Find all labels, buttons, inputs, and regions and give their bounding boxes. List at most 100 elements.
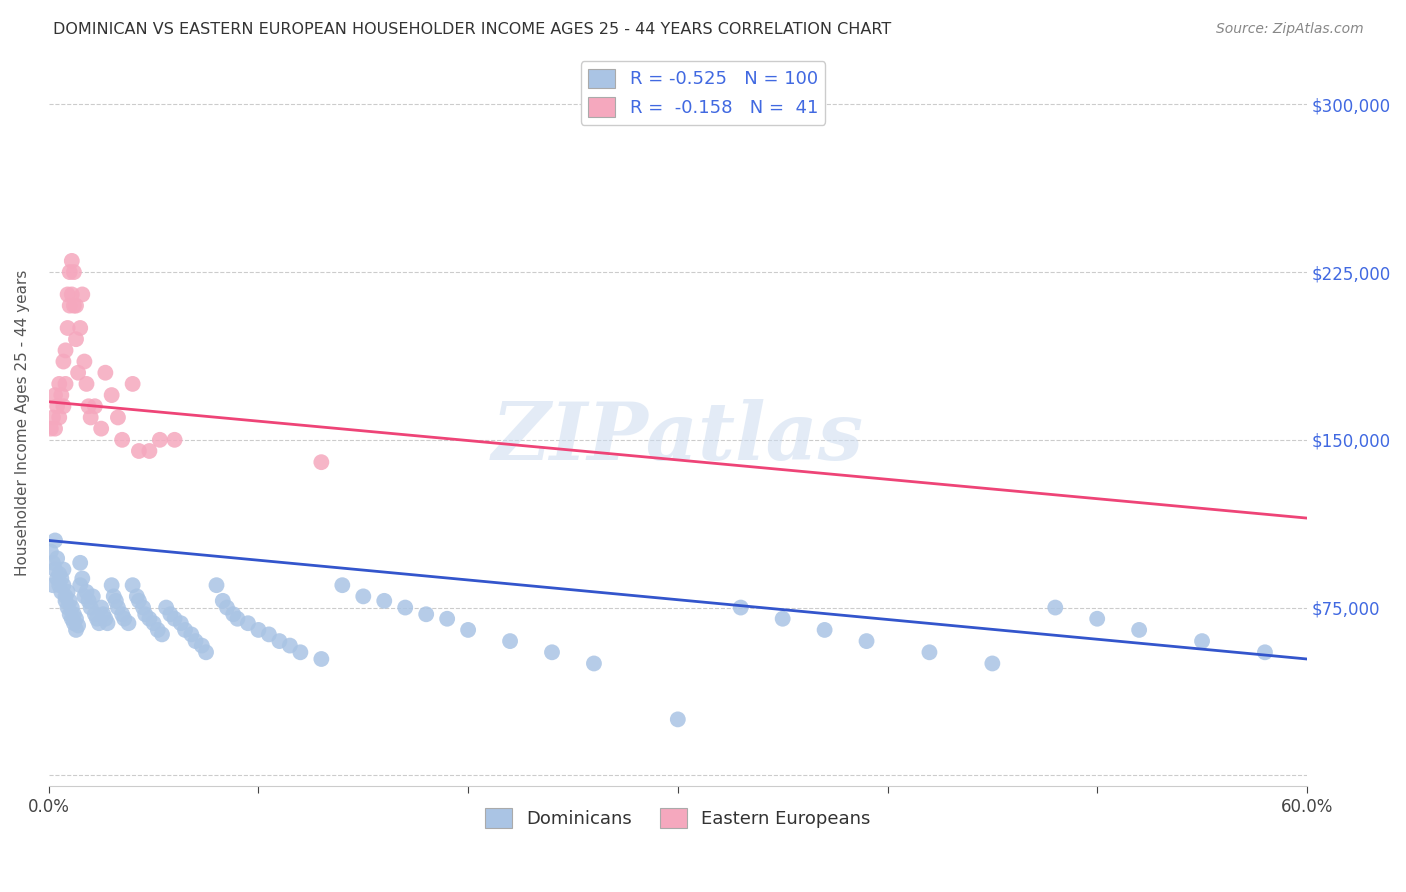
Point: [67, 366, 90, 380]
Point: [39, 544, 62, 558]
Y-axis label: Householder Income Ages 25 - 44 years: Householder Income Ages 25 - 44 years: [15, 270, 30, 576]
Text: DOMINICAN VS EASTERN EUROPEAN HOUSEHOLDER INCOME AGES 25 - 44 YEARS CORRELATION : DOMINICAN VS EASTERN EUROPEAN HOUSEHOLDE…: [53, 22, 891, 37]
Point: [60, 253, 83, 268]
Point: [42, 410, 65, 425]
Point: [87, 616, 110, 631]
Point: [666, 712, 689, 726]
Point: [330, 578, 353, 592]
Point: [44, 388, 66, 402]
Point: [51, 572, 73, 586]
Point: [55, 376, 77, 391]
Point: [55, 590, 77, 604]
Point: [269, 634, 291, 648]
Point: [44, 422, 66, 436]
Point: [63, 616, 86, 631]
Point: [499, 634, 522, 648]
Point: [59, 299, 82, 313]
Point: [72, 572, 94, 586]
Point: [90, 422, 112, 436]
Point: [149, 433, 172, 447]
Point: [582, 657, 605, 671]
Point: [257, 627, 280, 641]
Point: [55, 343, 77, 358]
Point: [52, 399, 75, 413]
Point: [83, 399, 105, 413]
Point: [44, 562, 66, 576]
Point: [63, 265, 86, 279]
Point: [813, 623, 835, 637]
Point: [80, 410, 103, 425]
Point: [69, 556, 91, 570]
Point: [56, 585, 79, 599]
Point: [222, 607, 245, 622]
Point: [155, 600, 177, 615]
Point: [42, 556, 65, 570]
Point: [56, 321, 79, 335]
Point: [48, 376, 70, 391]
Point: [163, 612, 186, 626]
Point: [195, 645, 218, 659]
Point: [128, 594, 150, 608]
Point: [94, 612, 117, 626]
Point: [163, 433, 186, 447]
Point: [191, 639, 214, 653]
Point: [290, 645, 312, 659]
Point: [125, 590, 148, 604]
Point: [82, 590, 104, 604]
Point: [436, 612, 458, 626]
Point: [44, 533, 66, 548]
Point: [69, 321, 91, 335]
Point: [1254, 645, 1277, 659]
Point: [48, 410, 70, 425]
Point: [159, 607, 181, 622]
Point: [46, 399, 69, 413]
Point: [247, 623, 270, 637]
Point: [48, 578, 70, 592]
Point: [457, 623, 479, 637]
Point: [77, 594, 100, 608]
Point: [100, 578, 122, 592]
Point: [184, 634, 207, 648]
Point: [132, 600, 155, 615]
Point: [150, 627, 173, 641]
Point: [52, 578, 75, 592]
Point: [60, 287, 83, 301]
Point: [311, 455, 333, 469]
Point: [72, 287, 94, 301]
Point: [59, 607, 82, 622]
Point: [121, 376, 143, 391]
Point: [170, 616, 193, 631]
Point: [65, 332, 87, 346]
Point: [415, 607, 437, 622]
Legend: Dominicans, Eastern Europeans: Dominicans, Eastern Europeans: [478, 801, 877, 836]
Point: [46, 572, 69, 586]
Point: [394, 600, 416, 615]
Point: [104, 594, 127, 608]
Point: [112, 612, 135, 626]
Point: [211, 594, 233, 608]
Point: [63, 299, 86, 313]
Point: [65, 299, 87, 313]
Point: [65, 612, 87, 626]
Point: [100, 388, 122, 402]
Point: [373, 594, 395, 608]
Point: [128, 444, 150, 458]
Point: [65, 623, 87, 637]
Point: [226, 612, 249, 626]
Point: [63, 607, 86, 622]
Point: [59, 594, 82, 608]
Point: [73, 354, 96, 368]
Point: [69, 578, 91, 592]
Point: [205, 578, 228, 592]
Point: [51, 388, 73, 402]
Point: [111, 607, 134, 622]
Point: [138, 444, 160, 458]
Point: [52, 562, 75, 576]
Point: [107, 410, 129, 425]
Point: [91, 607, 114, 622]
Point: [121, 578, 143, 592]
Point: [117, 616, 139, 631]
Point: [39, 422, 62, 436]
Point: [90, 600, 112, 615]
Text: ZIPatlas: ZIPatlas: [492, 399, 863, 476]
